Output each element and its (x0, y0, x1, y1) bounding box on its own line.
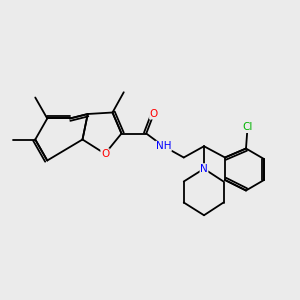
Text: O: O (101, 149, 109, 159)
Text: Cl: Cl (242, 122, 253, 133)
Text: NH: NH (156, 141, 171, 151)
Text: N: N (200, 164, 208, 174)
Text: O: O (150, 109, 158, 119)
